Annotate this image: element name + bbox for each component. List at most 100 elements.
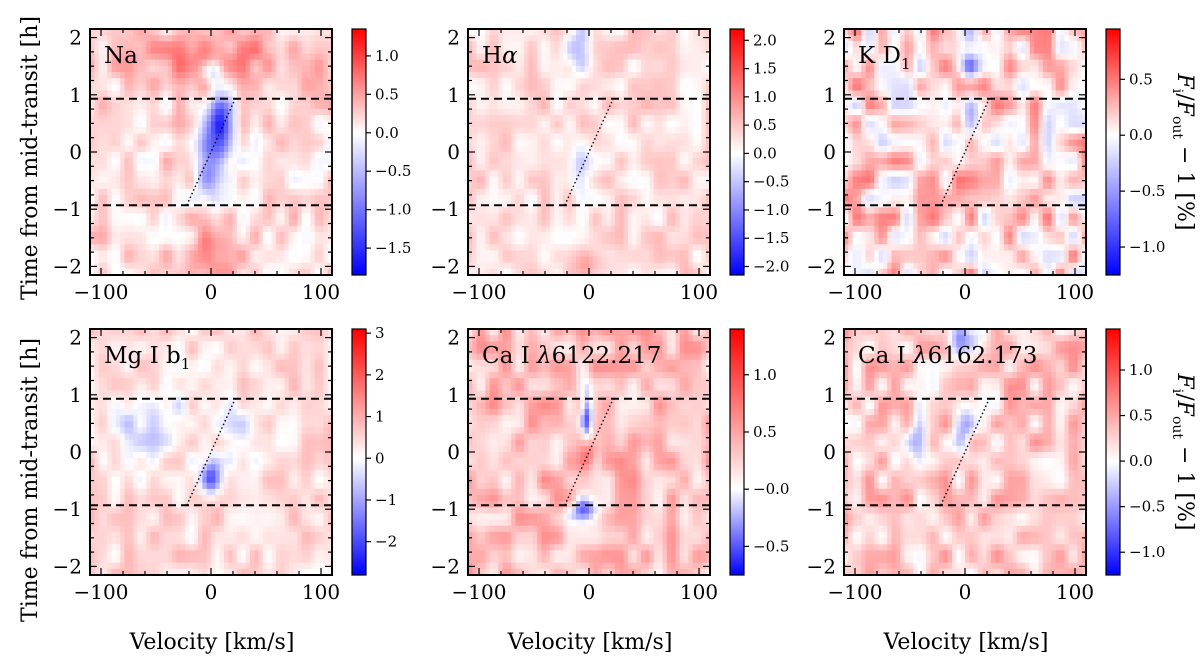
heatmap-cell <box>1038 35 1044 42</box>
heatmap-cell <box>593 90 599 98</box>
heatmap-cell <box>567 164 573 172</box>
y-tick-label: −1 <box>53 197 82 221</box>
heatmap-cell <box>519 170 525 178</box>
heatmap-cell <box>580 176 586 184</box>
heatmap-cell <box>593 176 599 184</box>
heatmap-cell <box>159 188 165 196</box>
heatmap-cell <box>102 53 108 61</box>
heatmap-cell <box>150 188 156 196</box>
heatmap-cell <box>211 238 216 245</box>
heatmap-cell <box>141 176 147 184</box>
heatmap-cell <box>541 244 547 251</box>
heatmap-cell <box>528 188 534 196</box>
heatmap-cell <box>310 65 316 73</box>
heatmap-cell <box>137 96 143 104</box>
heatmap-cell <box>524 102 530 110</box>
heatmap-cell <box>107 96 113 104</box>
heatmap-cell <box>323 102 329 110</box>
heatmap-cell <box>666 139 672 147</box>
heatmap-cell <box>632 188 638 196</box>
heatmap-cell <box>223 262 229 270</box>
heatmap-cell <box>476 78 482 85</box>
heatmap-cell <box>515 96 521 104</box>
heatmap-cell <box>293 72 299 79</box>
heatmap-cell <box>1038 47 1044 55</box>
heatmap-cell <box>662 262 668 270</box>
heatmap-cell <box>90 90 95 98</box>
heatmap-cell <box>589 238 594 245</box>
heatmap-cell <box>576 158 581 165</box>
heatmap-cell <box>528 127 534 135</box>
heatmap-cell <box>973 41 979 49</box>
heatmap-cell <box>163 139 169 147</box>
heatmap-cell <box>580 47 586 55</box>
heatmap-cell <box>327 127 332 135</box>
heatmap-cell <box>493 250 499 258</box>
heatmap-cell <box>489 213 495 221</box>
heatmap-cell <box>476 244 482 251</box>
heatmap-cell <box>468 29 473 36</box>
heatmap-cell <box>917 47 923 55</box>
heatmap-cell <box>610 35 616 42</box>
heatmap-cell <box>705 127 710 135</box>
heatmap-cell <box>653 29 659 36</box>
heatmap-cell <box>965 29 970 36</box>
heatmap-cell <box>636 121 642 128</box>
heatmap-cell <box>567 72 573 79</box>
heatmap-cell <box>671 90 677 98</box>
heatmap-cell <box>306 158 311 165</box>
heatmap-cell <box>900 59 906 67</box>
heatmap-cell <box>519 53 525 61</box>
heatmap-cell <box>485 238 491 245</box>
heatmap-cell <box>327 188 332 196</box>
heatmap-cell <box>468 96 473 104</box>
heatmap-cell <box>98 164 104 172</box>
heatmap-cell <box>327 176 332 184</box>
heatmap-cell <box>645 182 651 190</box>
heatmap-cell <box>280 170 286 178</box>
heatmap-cell <box>489 238 495 245</box>
heatmap-cell <box>982 35 988 42</box>
heatmap-cell <box>211 219 216 227</box>
heatmap-cell <box>878 53 884 61</box>
heatmap-cell <box>198 65 203 73</box>
heatmap-cell <box>640 29 646 36</box>
heatmap-cell <box>874 59 880 67</box>
heatmap-cell <box>606 59 612 67</box>
heatmap-cell <box>701 164 707 172</box>
heatmap-cell <box>150 127 156 135</box>
heatmap-cell <box>198 47 203 55</box>
heatmap-cell <box>468 268 473 275</box>
heatmap-cell <box>563 115 568 122</box>
heatmap-cell <box>202 145 208 153</box>
heatmap-cell <box>614 115 620 122</box>
heatmap-cell <box>856 41 862 49</box>
heatmap-cell <box>301 158 307 165</box>
heatmap-cell <box>176 108 182 116</box>
heatmap-cell <box>515 262 521 270</box>
heatmap-cell <box>705 53 710 61</box>
heatmap-cell <box>692 47 698 55</box>
heatmap-cell <box>502 152 508 159</box>
heatmap-cell <box>193 84 199 92</box>
heatmap-cell <box>576 213 581 221</box>
heatmap-cell <box>524 250 530 258</box>
heatmap-cell <box>301 231 307 239</box>
heatmap-cell <box>939 47 944 55</box>
heatmap-cell <box>141 225 147 233</box>
heatmap-cell <box>215 102 221 110</box>
heatmap-cell <box>511 231 517 239</box>
heatmap-cell <box>519 152 525 159</box>
heatmap-cell <box>519 262 525 270</box>
heatmap-cell <box>189 182 195 190</box>
heatmap-cell <box>567 47 573 55</box>
heatmap-cell <box>172 53 178 61</box>
heatmap-cell <box>115 238 121 245</box>
heatmap-cell <box>301 72 307 79</box>
heatmap-cell <box>202 182 208 190</box>
heatmap-cell <box>107 59 113 67</box>
heatmap-cell <box>532 207 538 215</box>
heatmap-cell <box>120 176 126 184</box>
heatmap-cell <box>515 201 521 208</box>
heatmap-cell <box>593 213 599 221</box>
